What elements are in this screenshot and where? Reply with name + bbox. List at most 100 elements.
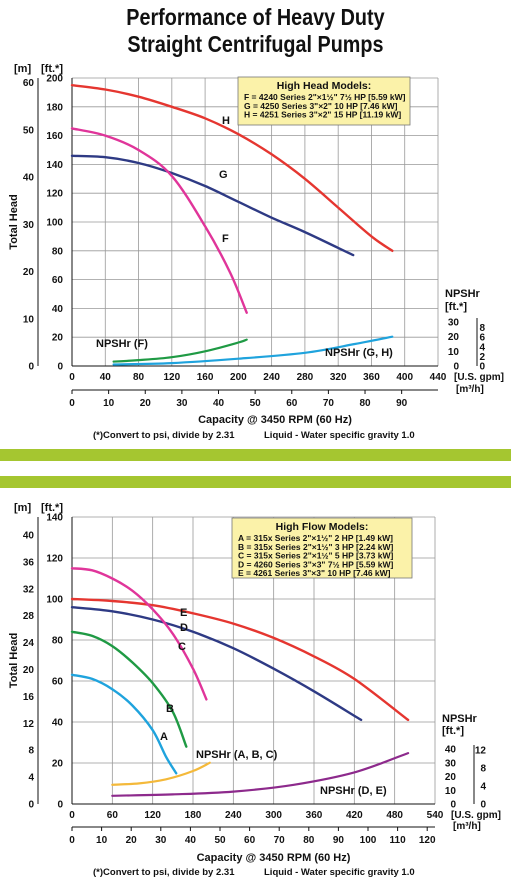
x-unit-m3h: [m³/h] — [456, 384, 484, 395]
npsh-curve — [111, 752, 410, 797]
x-tick-label-m3h: 50 — [214, 835, 226, 846]
y-tick-label-m: 4 — [28, 773, 34, 784]
y-tick-label-ft: 20 — [52, 759, 64, 770]
npsh-axis-unit: [ft.*] — [445, 301, 467, 313]
npsh-curve-label: NPSHr (F) — [96, 338, 148, 350]
curve-label-d: D — [180, 622, 188, 634]
x-tick-label-m3h: 80 — [359, 398, 371, 409]
divider-band — [0, 449, 511, 461]
y-tick-label-ft: 40 — [52, 718, 64, 729]
y-tick-label-ft: 20 — [52, 333, 64, 344]
y-tick-label-m: 36 — [23, 557, 35, 568]
x-tick-label-gpm: 120 — [144, 810, 161, 821]
y-tick-label-ft: 80 — [52, 636, 64, 647]
x-tick-label-m3h: 30 — [176, 398, 188, 409]
curve-label-b: B — [166, 703, 174, 715]
y-tick-label-m: 20 — [23, 267, 35, 278]
x-tick-label-gpm: 240 — [225, 810, 242, 821]
legend-entry: D = 4260 Series 3"×3" 7½ HP [5.59 kW] — [238, 559, 393, 569]
x-tick-label-m3h: 70 — [274, 835, 286, 846]
legend-title: High Head Models: — [277, 80, 372, 92]
x-unit-gpm: [U.S. gpm] — [454, 372, 504, 383]
y-tick-label-ft: 200 — [46, 74, 63, 85]
npsh-tick-label-m: 2 — [479, 352, 485, 363]
y-tick-label-ft: 40 — [52, 304, 64, 315]
x-tick-label-gpm: 540 — [427, 810, 444, 821]
footnote-liquid: Liquid - Water specific gravity 1.0 — [264, 867, 415, 878]
footnote-liquid: Liquid - Water specific gravity 1.0 — [264, 430, 415, 441]
legend-entry: G = 4250 Series 3"×2" 10 HP [7.46 kW] — [244, 101, 398, 111]
npsh-tick-label-ft: 0 — [453, 362, 459, 373]
y-tick-label-m: 10 — [23, 314, 35, 325]
y-tick-label-m: 28 — [23, 611, 35, 622]
npsh-tick-label-ft: 20 — [445, 772, 457, 783]
legend-entry: E = 4261 Series 3"×3" 10 HP [7.46 kW] — [238, 568, 391, 578]
x-tick-label-m3h: 20 — [140, 398, 152, 409]
x-tick-label-gpm: 60 — [107, 810, 119, 821]
x-tick-label-m3h: 110 — [390, 835, 407, 846]
legend-entry: A = 315x Series 2"×1½" 2 HP [1.49 kW] — [238, 533, 393, 543]
x-tick-label-m3h: 90 — [396, 398, 408, 409]
y-tick-label-m: 12 — [23, 719, 35, 730]
x-tick-label-m3h: 20 — [126, 835, 138, 846]
y-tick-label-m: 24 — [23, 638, 35, 649]
legend-entry: H = 4251 Series 3"×2" 15 HP [11.19 kW] — [244, 110, 401, 120]
y-tick-label-ft: 100 — [46, 595, 63, 606]
x-tick-label-gpm: 120 — [163, 372, 180, 383]
y-tick-label-m: 40 — [23, 173, 35, 184]
x-tick-label-m3h: 10 — [103, 398, 115, 409]
legend-title: High Flow Models: — [276, 521, 369, 533]
legend-entry: B = 315x Series 2"×1½" 3 HP [2.24 kW] — [238, 542, 393, 552]
x-tick-label-m3h: 100 — [360, 835, 377, 846]
y-tick-label-m: 8 — [28, 746, 34, 757]
npsh-axis-title: NPSHr — [445, 288, 481, 300]
y-tick-label-ft: 180 — [46, 102, 63, 113]
curve-g — [70, 154, 355, 257]
npsh-tick-label-m: 12 — [475, 745, 487, 756]
npsh-tick-label-m: 8 — [480, 763, 486, 774]
y-axis-label: Total Head — [8, 194, 20, 249]
x-tick-label-m3h: 60 — [286, 398, 298, 409]
x-tick-label-m3h: 0 — [69, 835, 75, 846]
npsh-curve — [111, 761, 211, 786]
x-axis-label: Capacity @ 3450 RPM (60 Hz) — [197, 852, 351, 864]
curve-label-a: A — [160, 731, 168, 743]
legend-entry: F = 4240 Series 2"×1½" 7½ HP [5.59 kW] — [244, 92, 406, 102]
x-unit-gpm: [U.S. gpm] — [451, 810, 501, 821]
npsh-tick-label-ft: 20 — [448, 332, 460, 343]
x-tick-label-gpm: 80 — [133, 372, 145, 383]
x-tick-label-m3h: 30 — [155, 835, 167, 846]
curve-label-e: E — [180, 607, 187, 619]
high-head-chart: 0204060801001201401601802000102030405060… — [8, 63, 504, 441]
x-tick-label-gpm: 180 — [185, 810, 202, 821]
high-flow-chart: 0204060801001201400481216202428323640[m]… — [8, 502, 501, 878]
curve-d — [70, 606, 363, 722]
curve-e — [70, 597, 410, 722]
npsh-tick-label-ft: 30 — [448, 318, 460, 329]
legend-box — [231, 517, 413, 579]
y-tick-label-ft: 80 — [52, 246, 64, 257]
curve-label-g: G — [219, 169, 228, 181]
y-tick-label-ft: 100 — [46, 218, 63, 229]
x-tick-label-gpm: 40 — [100, 372, 112, 383]
x-tick-label-m3h: 80 — [303, 835, 315, 846]
x-tick-label-m3h: 50 — [250, 398, 262, 409]
y-tick-label-ft: 0 — [57, 362, 63, 373]
chart-title-line-2: Straight Centrifugal Pumps — [127, 31, 384, 57]
x-tick-label-gpm: 0 — [69, 372, 75, 383]
legend-box — [237, 76, 411, 126]
npsh-tick-label-ft: 10 — [448, 347, 460, 358]
x-tick-label-gpm: 200 — [230, 372, 247, 383]
npsh-axis-title: NPSHr — [442, 713, 478, 725]
y-tick-label-m: 0 — [28, 800, 34, 811]
curve-a — [70, 673, 178, 775]
footnote-psi: (*)Convert to psi, divide by 2.31 — [93, 430, 235, 441]
y-tick-label-m: 40 — [23, 530, 35, 541]
y-unit-m: [m] — [14, 502, 31, 514]
curve-b — [70, 630, 188, 748]
y-tick-label-m: 16 — [23, 692, 35, 703]
y-tick-label-ft: 60 — [52, 275, 64, 286]
y-tick-label-m: 0 — [28, 362, 34, 373]
x-tick-label-gpm: 360 — [363, 372, 380, 383]
curve-label-c: C — [178, 641, 186, 653]
